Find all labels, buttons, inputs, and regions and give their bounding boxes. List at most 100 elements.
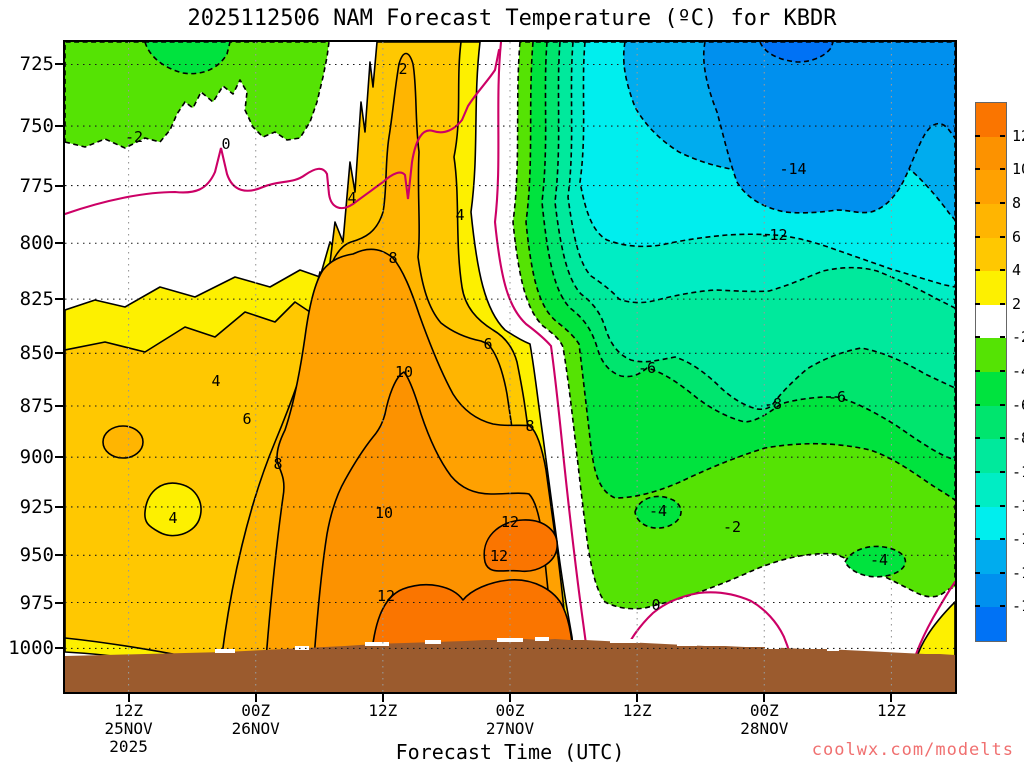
colorbar-tick xyxy=(975,134,980,137)
colorbar-tick xyxy=(975,437,980,440)
colorbar-tick xyxy=(1000,134,1005,137)
watermark-link[interactable]: coolwx.com/modelts xyxy=(811,740,1014,760)
y-tick-label: 975 xyxy=(19,591,54,614)
colorbar-tick xyxy=(975,504,980,507)
contour-label: 6 xyxy=(242,410,251,428)
band-topleft-lem2 xyxy=(65,42,330,149)
x-axis-title: Forecast Time (UTC) xyxy=(395,740,625,764)
colorbar-label: -18 xyxy=(1012,597,1024,616)
y-tick-mark xyxy=(55,456,63,459)
colorbar-tick xyxy=(975,302,980,305)
contour-label: 4 xyxy=(168,509,177,527)
colorbar-tick xyxy=(975,201,980,204)
y-tick-mark xyxy=(55,601,63,604)
x-tick-label: 00Z 27NOV xyxy=(485,701,535,738)
colorbar-segment xyxy=(976,472,1006,507)
y-tick-mark xyxy=(55,505,63,508)
y-tick-mark xyxy=(55,404,63,407)
colorbar-tick xyxy=(975,470,980,473)
y-tick-label: 950 xyxy=(19,544,54,567)
contour-label: -8 xyxy=(764,395,782,413)
plot-area: -2 0 2 4 4 8 6 10 8 8 6 4 4 10 12 12 12 -14 -12 -6 -8 -6 -4 -2 -… xyxy=(63,40,957,694)
y-tick-label: 850 xyxy=(19,342,54,365)
colorbar-label: -2 xyxy=(1012,328,1024,347)
colorbar-segment xyxy=(976,136,1006,171)
contour-label: 12 xyxy=(501,513,519,531)
zero-line-bottom-arch xyxy=(615,591,795,672)
y-tick-label: 775 xyxy=(19,174,54,197)
y-tick-label: 875 xyxy=(19,394,54,417)
colorbar-tick xyxy=(1000,504,1005,507)
colorbar-tick xyxy=(1000,571,1005,574)
gridlines xyxy=(65,42,955,692)
colorbar-label: -14 xyxy=(1012,530,1024,549)
y-tick-label: 825 xyxy=(19,288,54,311)
colorbar-segment xyxy=(976,372,1006,406)
colorbar-tick xyxy=(975,605,980,608)
contour-label: 10 xyxy=(395,363,413,381)
contour-label: 4 xyxy=(347,189,356,207)
x-tick-label: 00Z 28NOV xyxy=(740,701,789,738)
colorbar-segment xyxy=(976,271,1006,305)
colorbar-segment xyxy=(976,439,1006,473)
colorbar-label: -4 xyxy=(1012,362,1024,380)
colorbar-segment xyxy=(976,338,1006,372)
band-lem16 xyxy=(702,42,955,214)
contour-label: 12 xyxy=(490,547,508,565)
x-tick-mark xyxy=(890,694,893,702)
contour-label: -12 xyxy=(760,226,787,244)
y-tick-mark xyxy=(55,125,63,128)
y-tick-label: 900 xyxy=(19,446,54,469)
colorbar-tick xyxy=(975,336,980,339)
x-tick-mark xyxy=(254,694,257,702)
colorbar-tick xyxy=(1000,437,1005,440)
contour-label: -4 xyxy=(870,551,888,569)
colorbar-tick xyxy=(1000,168,1005,171)
cold-fill-bands xyxy=(65,42,955,610)
colorbar-tick xyxy=(975,571,980,574)
colorbar-tick xyxy=(975,370,980,372)
colorbar-label: 4 xyxy=(1012,261,1022,280)
colorbar-segment xyxy=(976,607,1006,641)
y-tick-mark xyxy=(55,352,63,355)
y-tick-label: 750 xyxy=(19,115,54,138)
contour-label: 10 xyxy=(375,504,393,522)
colorbar-tick xyxy=(1000,269,1005,272)
y-tick-label: 800 xyxy=(19,232,54,255)
colorbar-tick xyxy=(1000,302,1005,305)
contour-label: 8 xyxy=(525,417,534,435)
zero-line-upper-left xyxy=(65,48,501,216)
colorbar-segment xyxy=(976,103,1006,137)
colorbar-label: -10 xyxy=(1012,462,1024,481)
colorbar-tick xyxy=(1000,403,1005,406)
colorbar-tick xyxy=(1000,605,1005,608)
contour-label: 0 xyxy=(651,596,660,614)
terrain xyxy=(65,639,955,692)
contour-label: 2 xyxy=(398,60,407,78)
contour-label: 8 xyxy=(388,249,397,267)
y-tick-label: 725 xyxy=(19,53,54,76)
warm-fill-bands xyxy=(65,42,576,673)
contour-label: -4 xyxy=(649,502,667,520)
colorbar-tick xyxy=(1000,235,1005,238)
y-tick-label: 1000 xyxy=(8,637,54,660)
colorbar-tick xyxy=(1000,538,1005,541)
colorbar-segment xyxy=(976,573,1006,608)
y-tick-mark xyxy=(55,184,63,187)
colorbar-tick xyxy=(1000,201,1005,204)
colorbar-tick xyxy=(975,269,980,272)
band-lem18 xyxy=(759,42,834,63)
colorbar-label: 8 xyxy=(1012,193,1022,212)
x-tick-label: 12Z xyxy=(368,701,398,720)
contour-label: -6 xyxy=(828,388,846,406)
colorbar-tick xyxy=(1000,336,1005,339)
x-tick-label: 12Z xyxy=(876,701,906,720)
contour-label: 0 xyxy=(221,135,230,153)
yellow-blob xyxy=(144,482,202,537)
colorbar-label: 2 xyxy=(1012,294,1022,313)
contour-label: 8 xyxy=(273,455,282,473)
zero-line-front xyxy=(493,42,591,670)
x-tick-mark xyxy=(636,694,639,702)
zero-contour-lines xyxy=(65,42,955,672)
